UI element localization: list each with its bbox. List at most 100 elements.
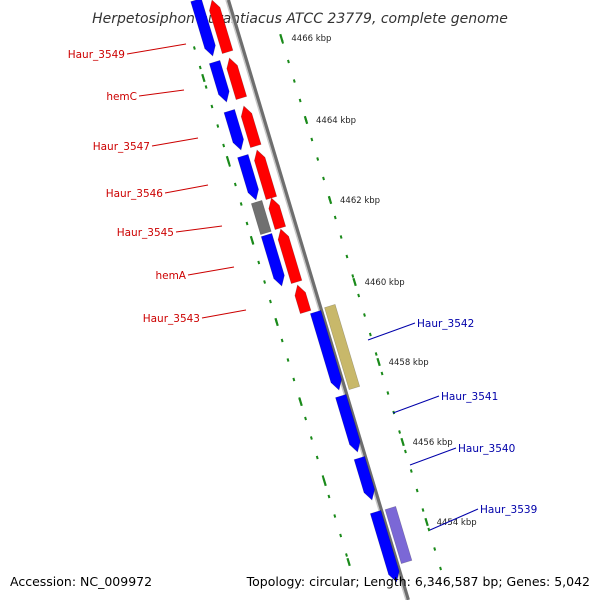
minor-tick-left [204, 85, 208, 89]
major-tick-left [322, 477, 327, 487]
map-title: Herpetosiphon aurantiacus ATCC 23779, co… [92, 11, 508, 27]
minor-tick-left [263, 280, 267, 284]
tick-label: 4462 kbp [340, 196, 380, 206]
minor-tick-left [333, 514, 337, 518]
minor-tick-right [357, 293, 361, 298]
gene-label-right: Haur_3541 [441, 391, 498, 403]
major-tick-left [225, 155, 231, 165]
gene-label-left: Haur_3547 [93, 141, 150, 153]
reverse-gene [369, 510, 400, 583]
minor-tick-right [339, 235, 343, 239]
gene-haur-3539-partner [384, 506, 413, 564]
gene-label-right: Haur_3542 [417, 318, 474, 330]
label-connector [367, 322, 416, 341]
minor-tick-right [310, 137, 314, 142]
major-tick-right [424, 517, 429, 527]
major-tick-left [346, 557, 351, 567]
label-connector [164, 184, 209, 194]
pseudo-gene [250, 200, 272, 235]
forward-gene [226, 57, 248, 100]
gene-haur-3542-partner [324, 304, 361, 390]
genes [190, 0, 413, 583]
minor-tick-right [287, 59, 290, 64]
minor-tick-left [327, 494, 331, 499]
gene-labels: Haur_3549 hemC Haur_3547 Haur_3546 Haur_3545… [68, 43, 537, 531]
tick-label: 4458 kbp [389, 358, 429, 368]
label-connector [187, 266, 235, 276]
tick-label: 4460 kbp [365, 278, 405, 288]
forward-gene [277, 228, 303, 284]
major-tick-left [274, 317, 279, 327]
minor-tick-right [427, 527, 431, 532]
reverse-gene [208, 60, 230, 103]
minor-tick-left [339, 533, 343, 538]
label-connector [429, 508, 479, 531]
label-connector [126, 43, 187, 55]
minor-tick-left [222, 143, 226, 148]
forward-gene [268, 197, 287, 230]
gene-label-right: Haur_3540 [458, 443, 515, 455]
minor-tick-right [374, 352, 378, 356]
major-tick-left [201, 73, 206, 83]
minor-tick-left [210, 104, 214, 109]
minor-tick-left [233, 182, 237, 187]
minor-tick-right [439, 566, 442, 571]
gene-label-left: hemC [106, 91, 137, 103]
reverse-gene [190, 0, 216, 57]
minor-tick-right [298, 98, 302, 103]
gene-label-left: Haur_3545 [117, 227, 174, 239]
minor-tick-left [245, 221, 249, 226]
minor-tick-left [192, 46, 196, 50]
backbone-line [226, 0, 410, 600]
accession-text: Accession: NC_009972 [10, 574, 152, 589]
label-connector [201, 309, 247, 319]
minor-tick-right [363, 313, 366, 317]
minor-tick-right [433, 547, 437, 551]
reverse-gene [335, 394, 361, 453]
forward-gene [240, 105, 262, 148]
minor-tick-right [404, 449, 407, 454]
ruler-ticks: 4466 kbp 4464 kbp 4462 kbp 4460 kbp 4458 kbp… [192, 33, 477, 571]
minor-tick-right [398, 430, 402, 434]
minor-tick-right [380, 371, 384, 376]
gene-label-left: Haur_3549 [68, 49, 125, 61]
minor-tick-right [368, 332, 372, 337]
minor-tick-left [216, 124, 220, 128]
backbone [225, 0, 410, 600]
tick-label: 4456 kbp [413, 438, 453, 448]
minor-tick-left [257, 260, 261, 265]
minor-tick-left [315, 455, 319, 460]
reverse-gene [353, 456, 375, 501]
minor-tick-right [333, 215, 337, 220]
label-connector [409, 447, 457, 466]
minor-tick-left [309, 436, 313, 440]
backbone-highlight [225, 0, 407, 600]
major-tick-right [303, 115, 309, 125]
tick-label: 4454 kbp [437, 518, 477, 528]
minor-tick-right [345, 254, 349, 259]
reverse-gene [309, 310, 342, 391]
minor-tick-left [345, 553, 348, 557]
reverse-gene [237, 154, 259, 201]
minor-tick-right [415, 488, 419, 493]
minor-tick-right [292, 79, 296, 83]
label-connector [138, 89, 185, 97]
major-tick-right [279, 33, 284, 43]
major-tick-left [298, 397, 303, 407]
gene-label-left: Haur_3543 [143, 313, 200, 325]
forward-gene [209, 0, 234, 54]
reverse-gene [223, 109, 244, 151]
minor-tick-left [228, 163, 231, 167]
minor-tick-right [322, 176, 325, 181]
major-tick-right [400, 437, 405, 447]
minor-tick-right [409, 469, 413, 473]
minor-tick-left [304, 416, 307, 421]
tick-label: 4464 kbp [316, 116, 356, 126]
minor-tick-left [269, 299, 272, 304]
minor-tick-left [198, 65, 202, 70]
minor-tick-left [292, 377, 296, 382]
major-tick-right [352, 277, 357, 287]
gene-label-left: hemA [155, 270, 186, 282]
label-connector [175, 225, 223, 233]
topology-text: Topology: circular; Length: 6,346,587 bp… [246, 574, 590, 589]
